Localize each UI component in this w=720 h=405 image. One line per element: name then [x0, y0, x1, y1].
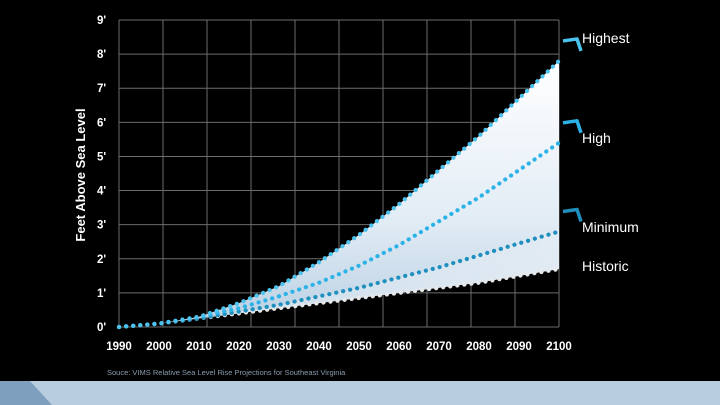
x-tick-label: 2040 [306, 341, 332, 353]
y-tick-label: 1' [97, 288, 106, 300]
x-tick-label: 2060 [386, 341, 412, 353]
y-tick-label: 9' [97, 15, 106, 27]
projection-areas [119, 60, 559, 327]
x-tick-label: 2050 [346, 341, 372, 353]
minimum-label: Minimum [582, 219, 639, 235]
historic-label: Historic [582, 258, 629, 274]
x-tick-label: 2080 [466, 341, 492, 353]
y-axis-ticks: 0' 1' 2' 3' 4' 5' 6' 7' 8' 9' [97, 15, 106, 334]
y-tick-label: 2' [97, 254, 106, 266]
x-tick-label: 2000 [146, 341, 172, 353]
highest-arrow-icon [562, 37, 583, 52]
highest-label: Highest [582, 30, 630, 46]
x-tick-label: 2020 [226, 341, 252, 353]
high-arrow-icon [562, 119, 583, 134]
x-tick-label: 1990 [106, 341, 132, 353]
minimum-band-area [119, 231, 559, 327]
series-lines [116, 58, 562, 330]
footer-band [0, 381, 720, 405]
y-tick-label: 8' [97, 49, 106, 61]
y-axis-label: Feet Above Sea Level [73, 108, 88, 241]
high-line [116, 140, 562, 330]
historic-line [116, 266, 562, 330]
high-label: High [582, 130, 611, 146]
x-tick-label: 2090 [506, 341, 532, 353]
y-tick-label: 3' [97, 220, 106, 232]
x-tick-label: 2030 [266, 341, 292, 353]
x-axis-ticks: 1990 2000 2010 2020 2030 2040 2050 2060 2070 2080… [106, 341, 572, 353]
series-labels: Highest High Minimum Historic [562, 30, 639, 274]
y-tick-label: 0' [97, 322, 106, 334]
y-tick-label: 4' [97, 186, 106, 198]
minimum-arrow-icon [562, 207, 583, 223]
y-tick-label: 5' [97, 151, 106, 163]
x-tick-label: 2100 [546, 341, 572, 353]
x-tick-label: 2070 [426, 341, 452, 353]
minimum-line [116, 229, 562, 330]
highest-line [116, 58, 562, 330]
y-tick-label: 7' [97, 83, 106, 95]
x-tick-label: 2010 [186, 341, 212, 353]
projection-range-area [119, 60, 559, 327]
y-tick-label: 6' [97, 117, 106, 129]
source-note: Souce: VIMS Relative Sea Level Rise Proj… [107, 368, 346, 377]
